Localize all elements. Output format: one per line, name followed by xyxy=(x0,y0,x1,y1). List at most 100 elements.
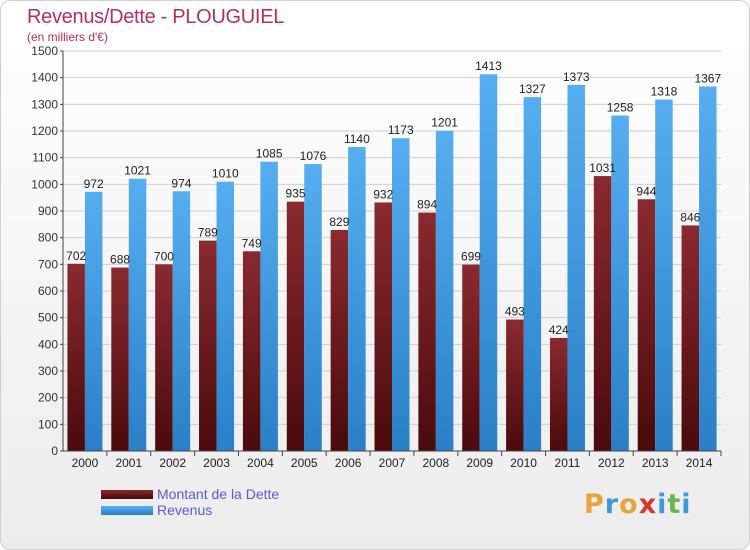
chart-subtitle: (en milliers d'€) xyxy=(27,30,108,44)
proxiti-logo: Proxiti xyxy=(584,489,692,520)
data-label-revenue: 1140 xyxy=(344,132,370,146)
bar-debt xyxy=(549,337,568,451)
bar-revenue xyxy=(260,161,278,451)
x-tick-label: 2012 xyxy=(598,456,625,470)
data-label-debt: 846 xyxy=(680,210,700,224)
x-tick-label: 2009 xyxy=(466,456,493,470)
y-tick-label: 1300 xyxy=(31,97,58,111)
data-label-revenue: 972 xyxy=(84,177,104,191)
data-label-debt: 493 xyxy=(505,305,525,319)
bar-debt xyxy=(374,202,392,451)
data-label-debt: 749 xyxy=(242,236,262,250)
data-label-revenue: 1173 xyxy=(388,123,414,137)
x-tick-label: 2002 xyxy=(159,456,186,470)
y-tick-label: 200 xyxy=(38,391,58,405)
data-label-debt: 424 xyxy=(549,323,569,337)
x-tick-label: 2011 xyxy=(555,456,581,470)
x-tick-label: 2007 xyxy=(379,456,406,470)
data-label-revenue: 1413 xyxy=(475,59,502,73)
y-tick-label: 1200 xyxy=(31,124,58,138)
data-label-debt: 1031 xyxy=(589,161,616,175)
bar-revenue xyxy=(611,115,629,452)
data-label-revenue: 1010 xyxy=(212,167,239,181)
x-tick-label: 2004 xyxy=(247,456,274,470)
y-tick-label: 1400 xyxy=(31,71,58,85)
logo-letter: o xyxy=(619,489,639,520)
data-label-debt: 702 xyxy=(66,249,86,263)
data-label-revenue: 1076 xyxy=(300,149,327,163)
data-label-revenue: 1318 xyxy=(651,85,678,99)
x-tick-label: 2005 xyxy=(291,456,318,470)
y-tick-label: 700 xyxy=(38,257,58,271)
bar-debt xyxy=(199,240,217,451)
bar-debt xyxy=(155,264,173,451)
bar-revenue xyxy=(392,138,410,451)
bar-revenue xyxy=(567,84,585,451)
bar-revenue xyxy=(699,86,717,451)
logo-letter: t xyxy=(667,489,682,520)
bar-revenue xyxy=(172,191,191,451)
bar-debt xyxy=(111,267,129,451)
y-tick-label: 1000 xyxy=(31,177,58,191)
data-label-revenue: 1367 xyxy=(694,71,721,85)
data-label-revenue: 1327 xyxy=(519,82,546,96)
legend-swatch-revenue xyxy=(101,506,153,515)
bar-revenue xyxy=(655,99,673,452)
bar-revenue xyxy=(84,191,103,452)
bar-debt xyxy=(593,176,612,452)
bar-revenue xyxy=(216,181,235,451)
data-label-debt: 700 xyxy=(154,249,174,263)
data-label-debt: 932 xyxy=(373,187,393,201)
data-label-debt: 944 xyxy=(636,184,656,198)
x-tick-label: 2000 xyxy=(72,456,99,470)
bar-revenue xyxy=(128,178,147,451)
legend-swatch-debt xyxy=(101,490,153,499)
bar-debt xyxy=(67,263,85,451)
y-tick-label: 1100 xyxy=(32,151,58,165)
data-label-revenue: 1373 xyxy=(563,70,590,84)
bar-debt xyxy=(637,199,656,451)
y-tick-label: 300 xyxy=(38,364,58,378)
data-label-revenue: 974 xyxy=(171,176,191,190)
data-label-revenue: 1085 xyxy=(256,147,283,161)
logo-letter: P xyxy=(584,489,605,520)
bar-debt xyxy=(462,264,480,451)
x-tick-label: 2013 xyxy=(642,456,669,470)
bar-debt xyxy=(681,225,700,451)
y-tick-label: 900 xyxy=(38,204,58,218)
data-label-debt: 829 xyxy=(329,215,349,229)
bar-debt xyxy=(418,212,436,451)
chart-title: Revenus/Dette - PLOUGUIEL xyxy=(27,6,285,28)
data-label-debt: 894 xyxy=(417,198,437,212)
legend-label-debt: Montant de la Dette xyxy=(157,486,280,502)
data-label-revenue: 1201 xyxy=(431,116,458,130)
x-tick-label: 2006 xyxy=(335,456,362,470)
bar-revenue xyxy=(304,164,322,452)
logo-letter: i xyxy=(681,489,692,520)
y-tick-label: 0 xyxy=(51,444,58,458)
bar-revenue xyxy=(348,147,366,451)
bar-debt xyxy=(286,201,305,451)
x-tick-label: 2001 xyxy=(115,456,142,470)
data-label-revenue: 1258 xyxy=(607,101,634,115)
x-tick-label: 2010 xyxy=(510,456,537,470)
logo-letter: x xyxy=(638,489,658,520)
x-tick-label: 2008 xyxy=(423,456,450,470)
data-label-debt: 935 xyxy=(286,187,306,201)
data-label-revenue: 1021 xyxy=(124,164,151,178)
y-tick-label: 100 xyxy=(38,417,58,431)
x-tick-label: 2014 xyxy=(686,456,713,470)
legend-label-revenue: Revenus xyxy=(157,502,213,518)
data-label-debt: 688 xyxy=(110,253,130,267)
y-tick-label: 400 xyxy=(38,337,58,351)
bar-debt xyxy=(506,319,524,451)
data-label-debt: 699 xyxy=(461,250,481,264)
bar-revenue xyxy=(435,130,454,451)
bar-debt xyxy=(242,251,261,451)
y-tick-label: 500 xyxy=(38,311,58,325)
y-tick-label: 1500 xyxy=(31,44,58,58)
data-label-debt: 789 xyxy=(198,226,218,240)
bar-revenue xyxy=(523,97,542,451)
